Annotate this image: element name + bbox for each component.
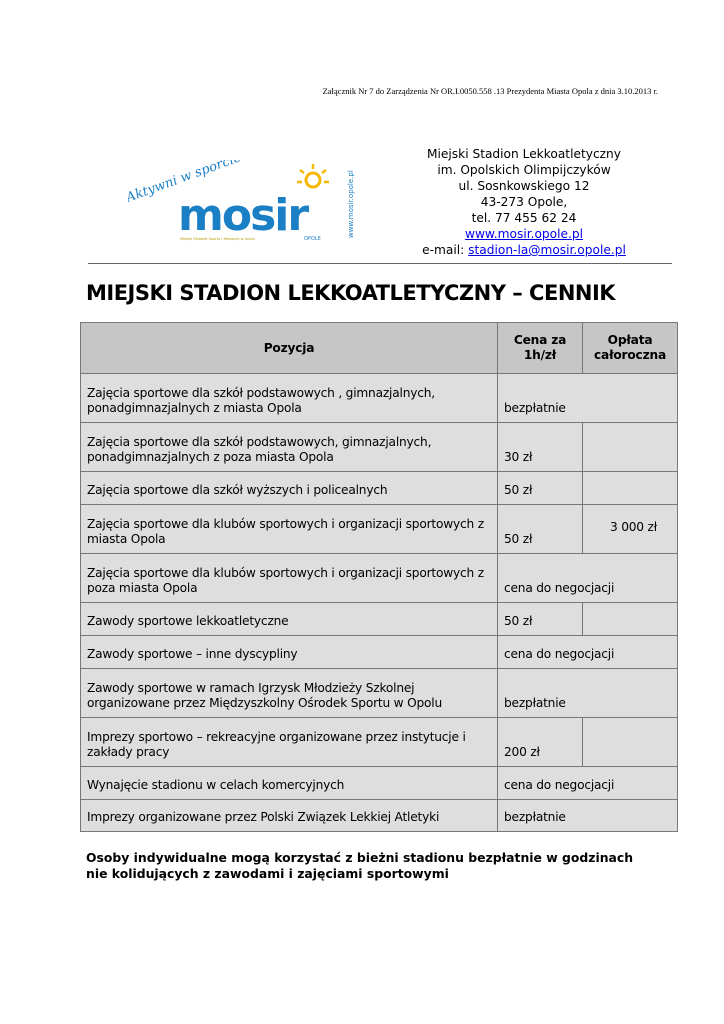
item-cell: Zawody sportowe – inne dyscypliny <box>80 635 498 669</box>
content: MIEJSKI STADION LEKKOATLETYCZNY – CENNIK… <box>80 279 678 882</box>
item-cell: Zajęcia sportowe dla klubów sportowych i… <box>80 553 498 603</box>
item-cell: Wynajęcie stadionu w celach komercyjnych <box>80 766 498 800</box>
item-cell: Imprezy sportowo – rekreacyjne organizow… <box>80 717 498 767</box>
header-hourly-price: Cena za 1h/zł <box>497 322 583 374</box>
email-link[interactable]: stadion-la@mosir.opole.pl <box>468 243 626 257</box>
item-cell: Zajęcia sportowe dla szkół wyższych i po… <box>80 471 498 505</box>
price-cell: cena do negocjacji <box>497 635 678 669</box>
annual-fee-cell <box>582 471 678 505</box>
footer-note: Osoby indywidualne mogą korzystać z bież… <box>86 850 634 881</box>
price-cell: bezpłatnie <box>497 668 678 718</box>
table-row: Zajęcia sportowe dla klubów sportowych i… <box>80 553 678 603</box>
annual-fee-cell: 3 000 zł <box>582 504 678 554</box>
price-cell: 30 zł <box>497 422 583 472</box>
annual-fee-cell <box>582 422 678 472</box>
table-row: Wynajęcie stadionu w celach komercyjnych… <box>80 766 678 800</box>
header-divider <box>88 263 672 264</box>
price-cell: 50 zł <box>497 504 583 554</box>
annual-fee-cell <box>582 717 678 767</box>
table-row: Imprezy organizowane przez Polski Związe… <box>80 799 678 832</box>
logo-city: OPOLE <box>304 236 321 242</box>
table-row: Zawody sportowe w ramach Igrzysk Młodzie… <box>80 668 678 718</box>
mosir-logo: Aktywni w sporcie mosir Miejski Ośrodek … <box>128 160 355 242</box>
table-row: Zawody sportowe lekkoatletyczne 50 zł <box>80 602 678 636</box>
table-row: Zajęcia sportowe dla klubów sportowych i… <box>80 504 678 554</box>
price-table: Pozycja Cena za 1h/zł Opłata całoroczna … <box>80 322 678 832</box>
item-cell: Zajęcia sportowe dla klubów sportowych i… <box>80 504 498 554</box>
reference-note: Załącznik Nr 7 do Zarządzenia Nr OR.I.00… <box>322 86 658 96</box>
item-cell: Zawody sportowe w ramach Igrzysk Młodzie… <box>80 668 498 718</box>
annual-fee-cell <box>582 602 678 636</box>
page-title: MIEJSKI STADION LEKKOATLETYCZNY – CENNIK <box>86 281 616 305</box>
price-cell: bezpłatnie <box>497 799 678 832</box>
price-cell: cena do negocjacji <box>497 553 678 603</box>
price-cell: 50 zł <box>497 602 583 636</box>
item-cell: Zajęcia sportowe dla szkół podstawowych … <box>80 373 498 423</box>
table-row: Zajęcia sportowe dla szkół podstawowych,… <box>80 422 678 472</box>
item-cell: Zajęcia sportowe dla szkół podstawowych,… <box>80 422 498 472</box>
table-row: Zajęcia sportowe dla szkół podstawowych … <box>80 373 678 423</box>
table-row: Zawody sportowe – inne dyscypliny cena do… <box>80 635 678 669</box>
price-cell: bezpłatnie <box>497 373 678 423</box>
price-cell: cena do negocjacji <box>497 766 678 800</box>
item-cell: Imprezy organizowane przez Polski Związe… <box>80 799 498 832</box>
table-row: Imprezy sportowo – rekreacyjne organizow… <box>80 717 678 767</box>
address-block: Miejski Stadion Lekkoatletyczny im. Opol… <box>422 147 626 257</box>
logo-subtitle: Miejski Ośrodek Sportu i Rekreacji w Opo… <box>180 237 255 241</box>
price-cell: 50 zł <box>497 471 583 505</box>
header-position: Pozycja <box>80 322 498 374</box>
logo-url: www.mosir.opole.pl <box>347 170 355 238</box>
logo-name: mosir <box>178 190 309 241</box>
table-row: Zajęcia sportowe dla szkół wyższych i po… <box>80 471 678 505</box>
header-annual-fee: Opłata całoroczna <box>582 322 678 374</box>
website-link[interactable]: www.mosir.opole.pl <box>464 227 584 241</box>
sun-icon <box>297 164 329 189</box>
item-cell: Zawody sportowe lekkoatletyczne <box>80 602 498 636</box>
price-cell: 200 zł <box>497 717 583 767</box>
